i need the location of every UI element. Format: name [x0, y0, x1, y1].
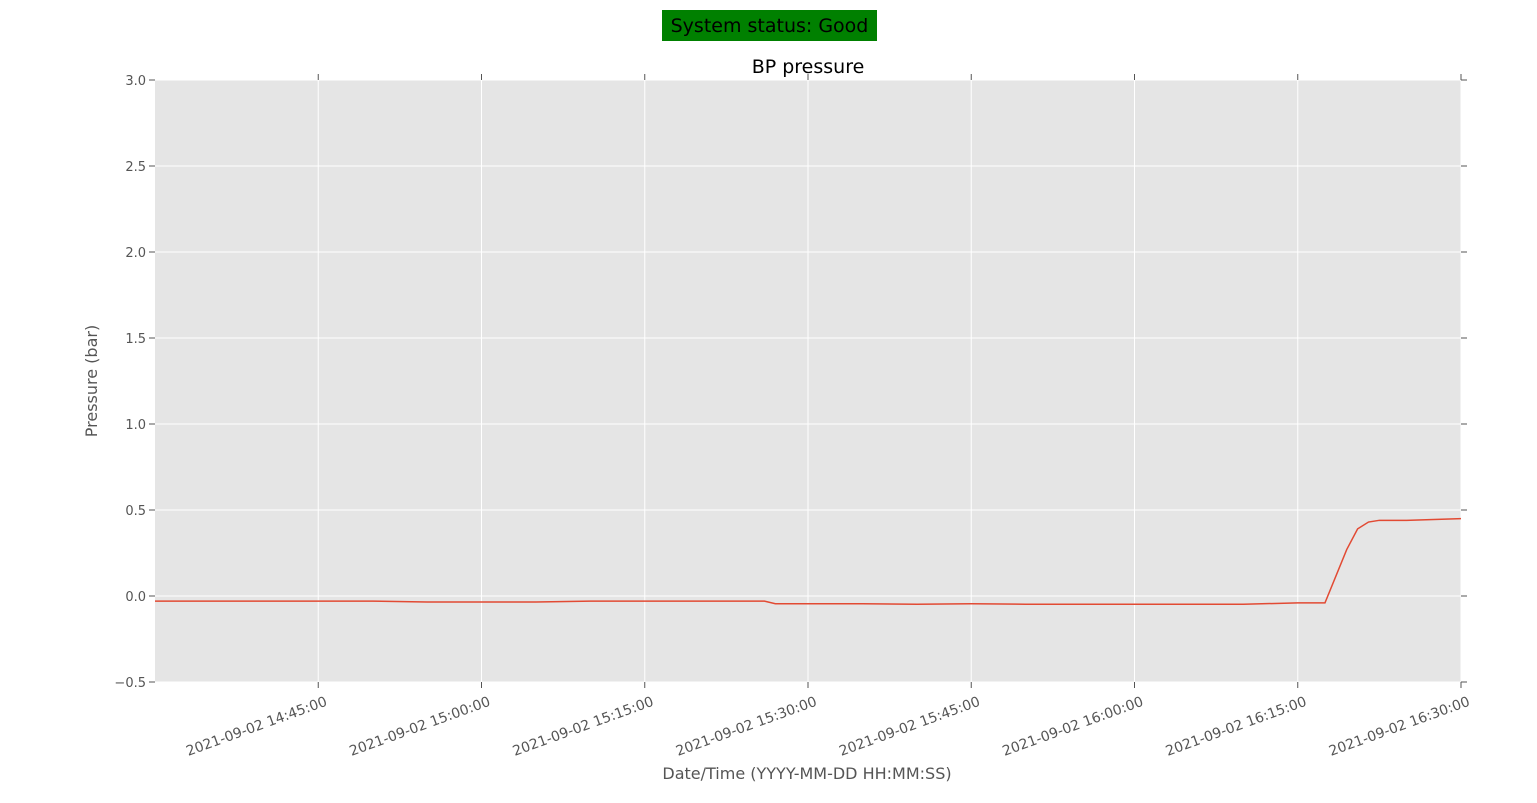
- x-axis-label: Date/Time (YYYY-MM-DD HH:MM:SS): [662, 764, 951, 783]
- chart-title: BP pressure: [752, 56, 865, 78]
- x-tick-label: 2021-09-02 15:00:00: [347, 694, 492, 760]
- grid: [155, 79, 1462, 683]
- series-line: [155, 517, 1462, 606]
- x-tick-label: 2021-09-02 16:30:00: [1327, 694, 1472, 760]
- status-text: System status: Good: [670, 14, 869, 37]
- status-badge: System status: Good: [662, 10, 877, 41]
- y-tick-label: 1.5: [125, 332, 146, 347]
- y-axis-label: Pressure (bar): [82, 325, 101, 437]
- x-tick-label: 2021-09-02 15:30:00: [674, 694, 819, 760]
- y-tick-label: 2.5: [125, 160, 146, 175]
- y-tick-label: 0.5: [125, 504, 146, 519]
- x-tick-label: 2021-09-02 15:15:00: [511, 694, 656, 760]
- y-tick-label: 1.0: [125, 418, 146, 433]
- y-tick-label: 2.0: [125, 246, 146, 261]
- x-tick-label: 2021-09-02 16:00:00: [1000, 694, 1145, 760]
- y-tick-label: 3.0: [125, 74, 146, 89]
- y-tick-label: 0.0: [125, 590, 146, 605]
- y-tick-label: −0.5: [114, 676, 146, 691]
- x-tick-label: 2021-09-02 15:45:00: [837, 694, 982, 760]
- x-tick-label: 2021-09-02 14:45:00: [184, 694, 329, 760]
- x-tick-label: 2021-09-02 16:15:00: [1164, 694, 1309, 760]
- series-layer: [155, 517, 1462, 606]
